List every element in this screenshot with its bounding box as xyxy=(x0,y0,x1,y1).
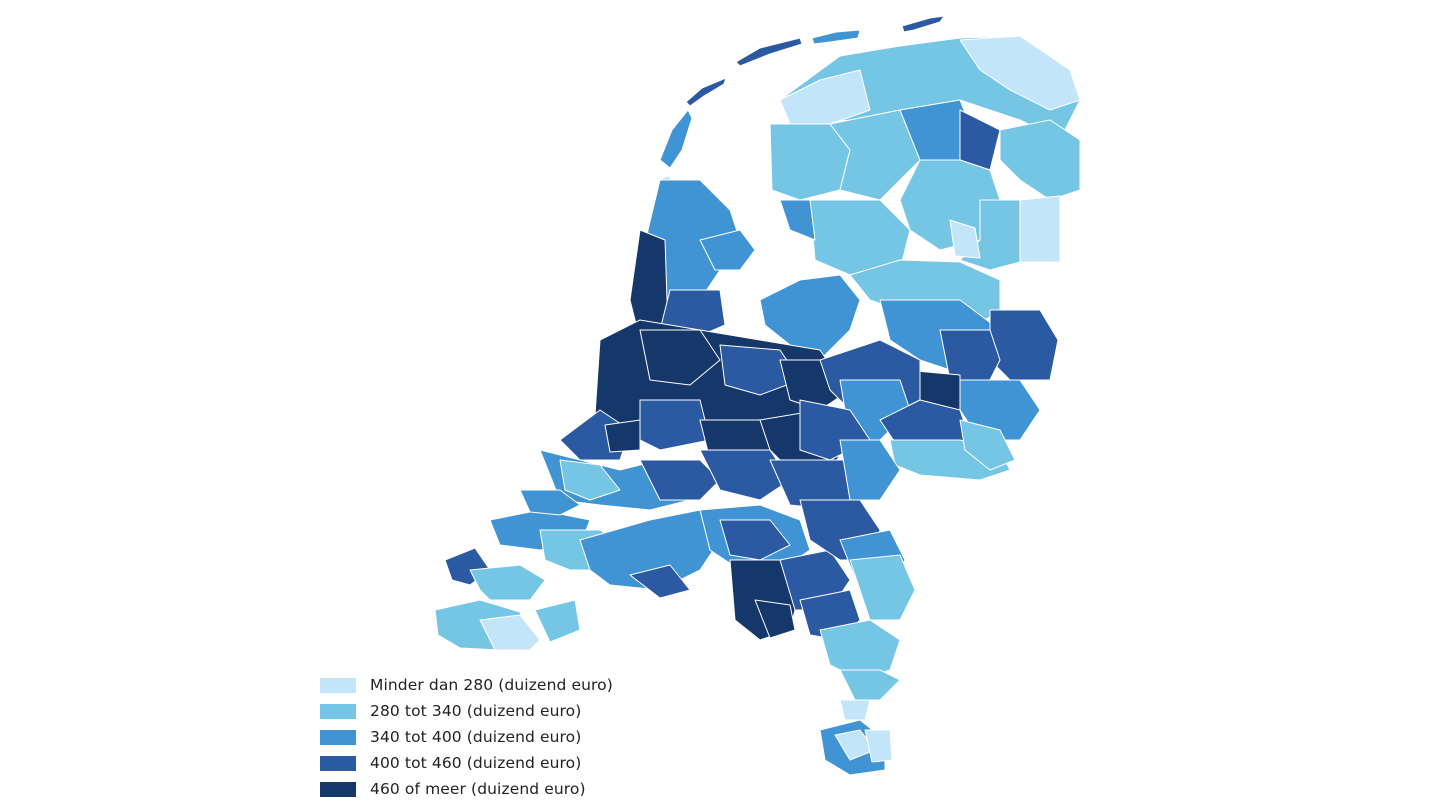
region-groningen-city xyxy=(959,109,1001,171)
legend-label-3: 340 tot 400 (duizend euro) xyxy=(370,728,582,746)
region-leiden xyxy=(639,399,711,451)
region-west-friesland xyxy=(699,229,756,271)
island-ameland xyxy=(811,29,861,45)
region-venlo xyxy=(839,669,901,701)
region-kempen xyxy=(754,599,796,639)
region-achterhoek-east xyxy=(959,419,1016,471)
legend-label-5: 460 of meer (duizend euro) xyxy=(370,780,586,798)
region-bergen-op-zoom xyxy=(629,564,691,599)
legend-item-1: Minder dan 280 (duizend euro) xyxy=(320,672,650,698)
region-zeeuws-vlaanderen-east xyxy=(534,599,581,643)
region-voorne xyxy=(559,459,621,501)
legend-label-2: 280 tot 340 (duizend euro) xyxy=(370,702,582,720)
region-drenthe-center xyxy=(949,219,981,259)
legend-item-5: 460 of meer (duizend euro) xyxy=(320,776,650,802)
region-groningen-north xyxy=(959,35,1081,111)
region-roermond xyxy=(839,699,871,721)
legend-item-4: 400 tot 460 (duizend euro) xyxy=(320,750,650,776)
map-legend: Minder dan 280 (duizend euro) 280 tot 34… xyxy=(320,672,650,802)
region-amsterdam xyxy=(639,329,721,386)
region-overijssel-center xyxy=(939,329,1001,381)
region-zeeuws-vlaanderen-center xyxy=(479,614,541,651)
region-zuid-beveland xyxy=(469,564,546,601)
region-tilburg xyxy=(719,519,791,561)
legend-label-4: 400 tot 460 (duizend euro) xyxy=(370,754,582,772)
island-schiermonnikoog xyxy=(901,15,945,33)
region-het-gooi xyxy=(719,344,801,396)
legend-label-1: Minder dan 280 (duizend euro) xyxy=(370,676,613,694)
region-friesland-coast xyxy=(779,199,816,241)
region-oost-groningen xyxy=(999,119,1081,201)
legend-item-2: 280 tot 340 (duizend euro) xyxy=(320,698,650,724)
region-flevoland xyxy=(759,274,861,361)
legend-swatch-1 xyxy=(320,677,356,693)
legend-item-3: 340 tot 400 (duizend euro) xyxy=(320,724,650,750)
region-friesland-west xyxy=(769,123,851,201)
region-nijmegen xyxy=(839,439,901,501)
legend-swatch-2 xyxy=(320,703,356,719)
legend-swatch-4 xyxy=(320,755,356,771)
region-limburg-north xyxy=(819,619,901,681)
region-flakkee xyxy=(519,489,581,516)
region-dordrecht xyxy=(699,449,791,501)
region-rotterdam xyxy=(639,459,721,501)
island-vlieland xyxy=(685,77,727,107)
island-terschelling xyxy=(735,37,803,67)
region-peel xyxy=(849,554,916,621)
region-wassenaar xyxy=(604,419,641,453)
island-texel xyxy=(659,109,693,169)
region-westerwolde xyxy=(1019,195,1061,263)
legend-swatch-3 xyxy=(320,729,356,745)
region-maastricht xyxy=(864,729,893,763)
region-twente-north xyxy=(989,309,1059,381)
region-west-brabant xyxy=(579,509,721,591)
legend-swatch-5 xyxy=(320,781,356,797)
